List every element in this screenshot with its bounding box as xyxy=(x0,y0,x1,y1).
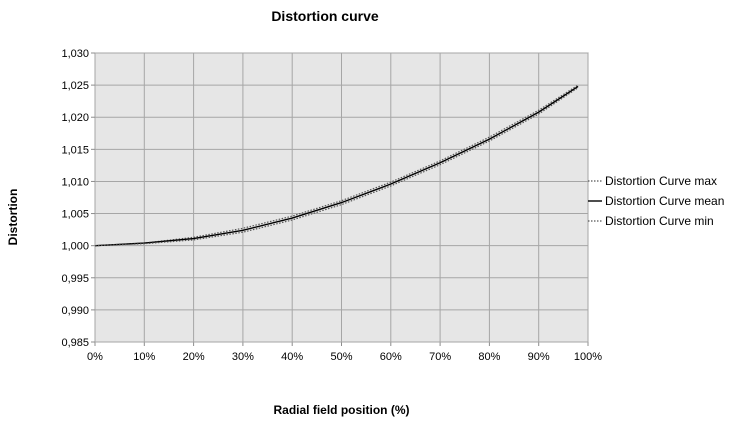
legend-label-3: Distortion Curve min xyxy=(605,214,714,228)
y-tick-label: 1,000 xyxy=(61,241,89,253)
y-tick-label: 1,020 xyxy=(61,112,89,124)
y-tick-label: 1,005 xyxy=(61,209,89,221)
y-tick-label: 0,990 xyxy=(61,305,89,317)
x-tick-label: 0% xyxy=(87,351,103,363)
series-line-3 xyxy=(94,87,579,247)
x-tick-label: 20% xyxy=(183,351,205,363)
x-tick-label: 50% xyxy=(330,351,352,363)
x-tick-label: 70% xyxy=(429,351,451,363)
x-axis-label: Radial field position (%) xyxy=(273,403,410,417)
x-tick-label: 90% xyxy=(528,351,550,363)
x-tick-label: 60% xyxy=(380,351,402,363)
x-tick-label: 100% xyxy=(574,351,602,363)
x-tick-label: 10% xyxy=(133,351,155,363)
y-tick-label: 1,010 xyxy=(61,176,89,188)
y-tick-label: 0,985 xyxy=(61,337,89,349)
legend-label-1: Distortion Curve max xyxy=(605,174,717,188)
series-line-2 xyxy=(94,85,579,247)
series-line-1 xyxy=(94,84,579,247)
x-tick-label: 80% xyxy=(478,351,500,363)
legend-label-2: Distortion Curve mean xyxy=(605,194,724,208)
y-tick-label: 1,025 xyxy=(61,80,89,92)
y-tick-label: 1,015 xyxy=(61,144,89,156)
x-tick-label: 40% xyxy=(281,351,303,363)
y-tick-label: 0,995 xyxy=(61,273,89,285)
x-tick-label: 30% xyxy=(232,351,254,363)
chart-title: Distortion curve xyxy=(271,8,379,24)
y-tick-label: 1,030 xyxy=(61,48,89,60)
